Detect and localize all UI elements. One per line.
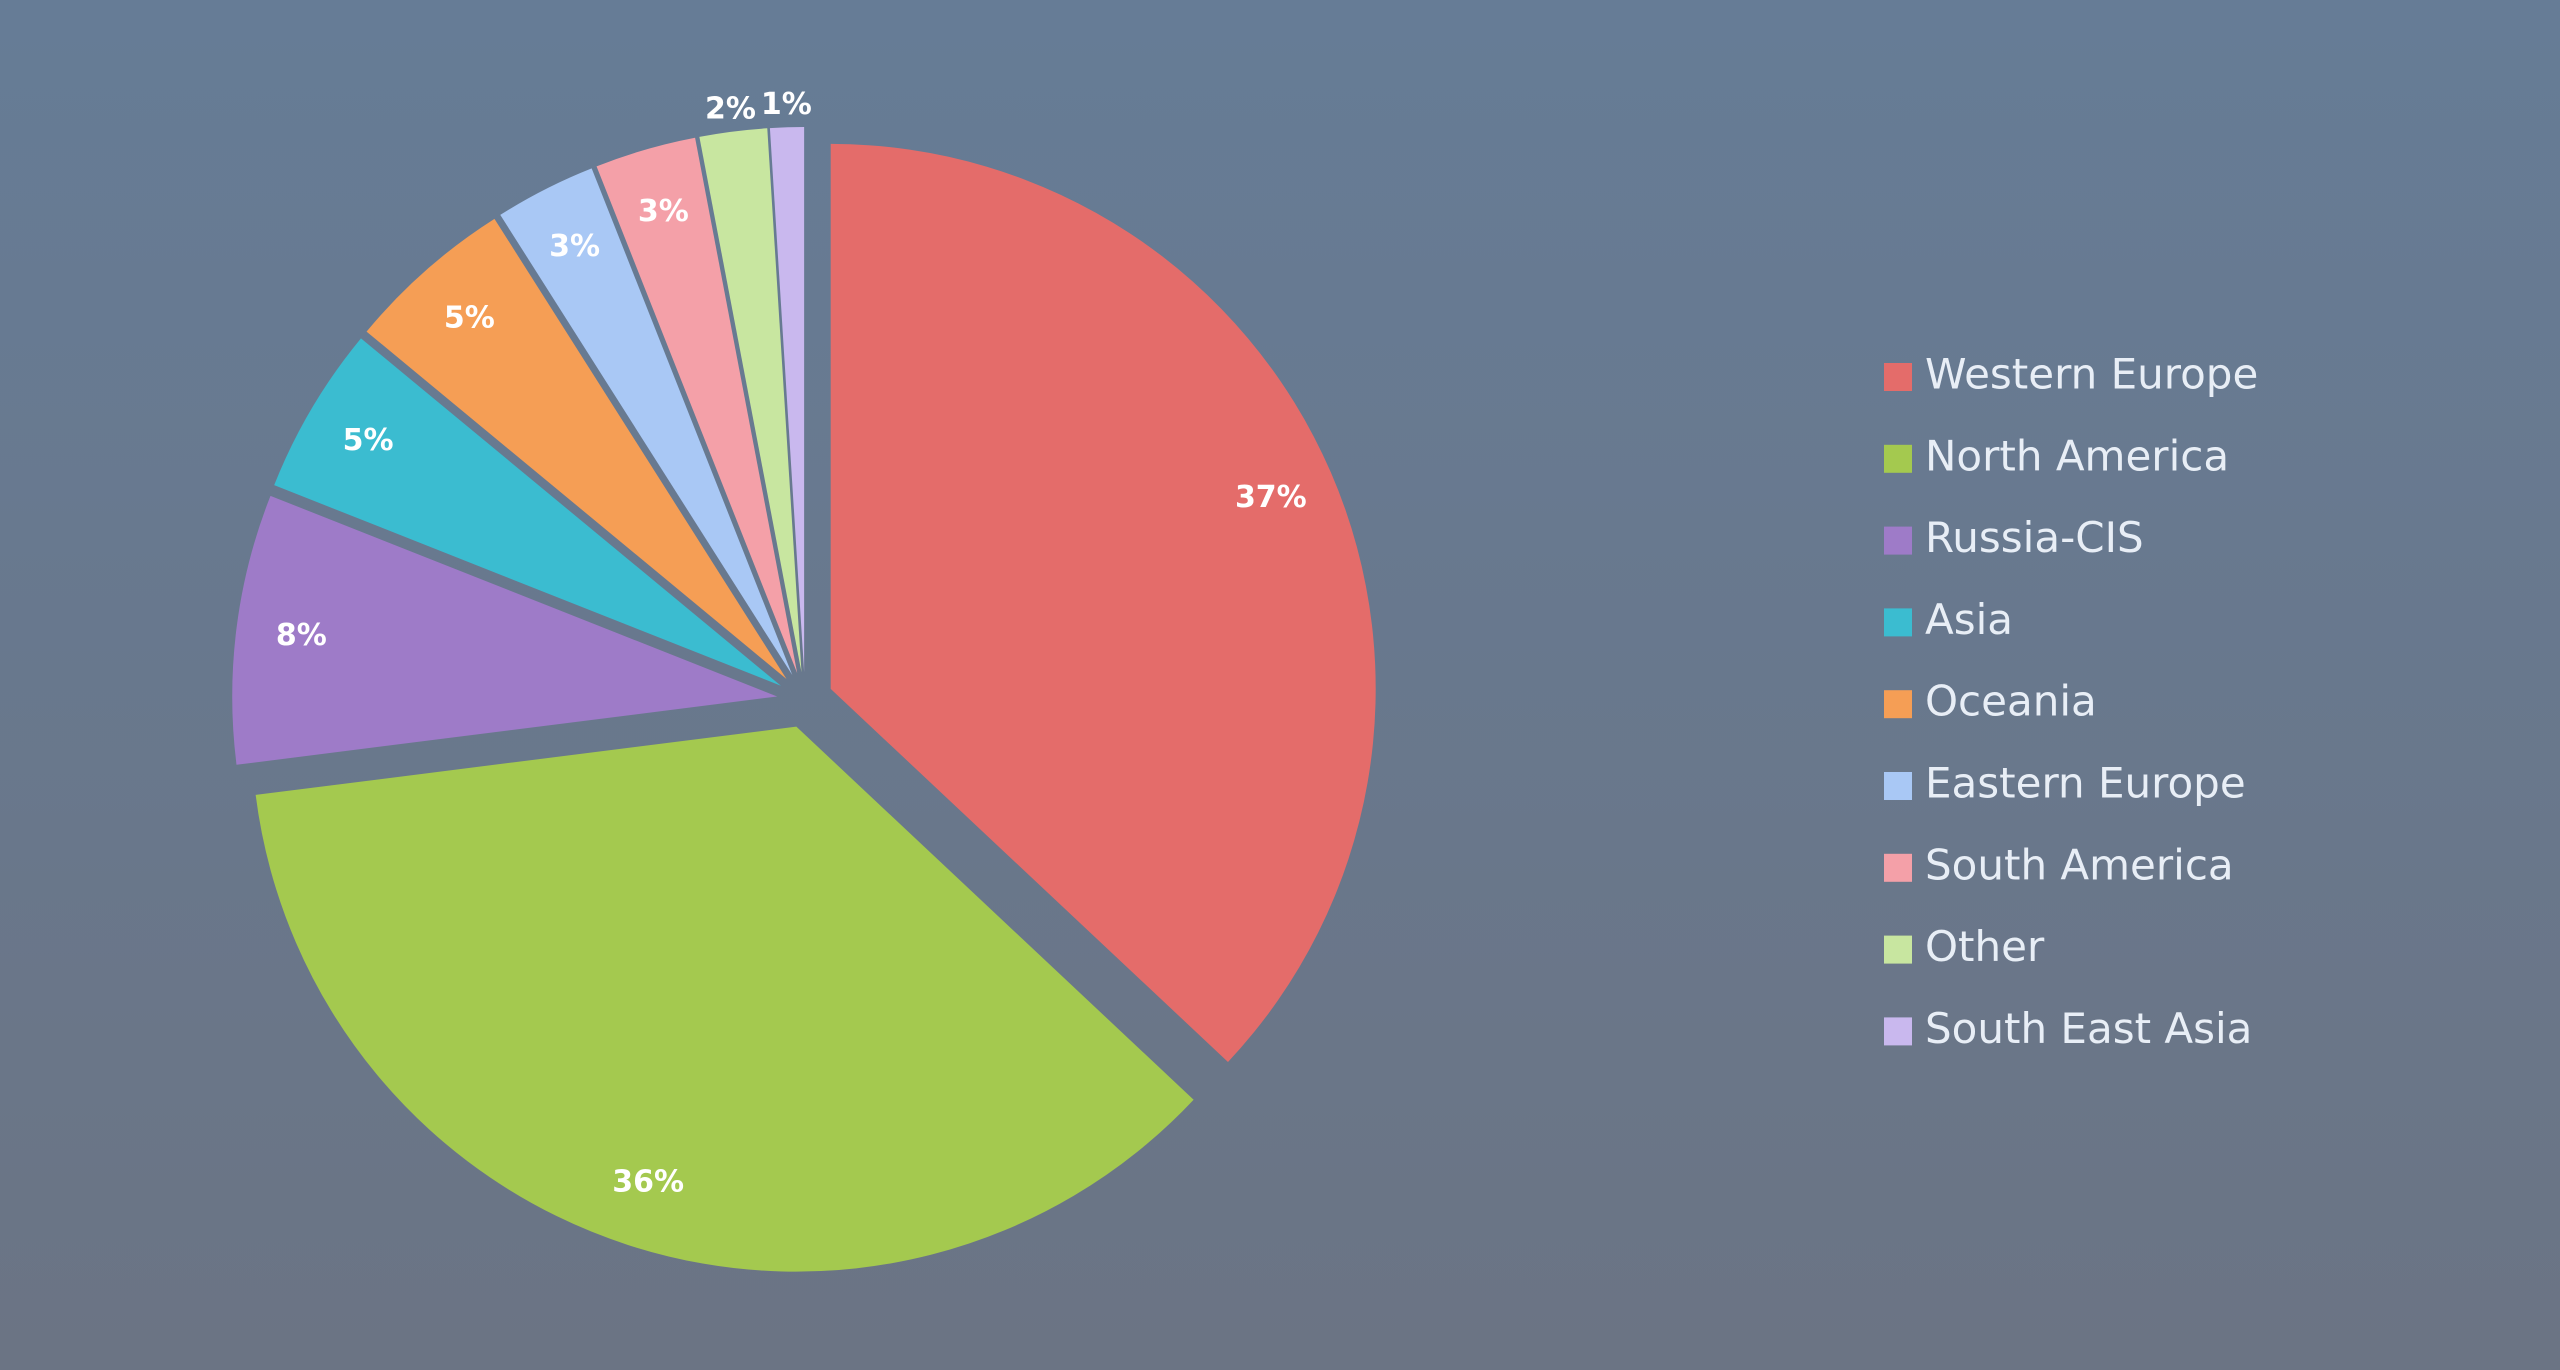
legend-label: Russia-CIS	[1925, 513, 2144, 562]
pie	[232, 127, 1376, 1272]
pie-slice	[366, 218, 787, 679]
legend-swatch	[1884, 444, 1912, 473]
legend-label: North America	[1925, 431, 2229, 480]
legend-swatch	[1884, 853, 1912, 882]
data-labels: 37% 36% 8% 5% 5% 3% 3% 2% 1%	[276, 87, 1307, 1199]
legend-label: South America	[1925, 840, 2234, 889]
data-label: 5%	[444, 301, 495, 336]
pie-slice	[769, 127, 805, 673]
legend-swatch	[1884, 526, 1912, 555]
legend-label: South East Asia	[1925, 1004, 2252, 1053]
pie-slice	[500, 168, 793, 676]
legend-label: Asia	[1925, 595, 2013, 644]
legend-swatch	[1884, 772, 1912, 800]
legend-label: Eastern Europe	[1925, 759, 2246, 808]
pie-slice	[830, 143, 1376, 1062]
legend-swatch	[1884, 1017, 1912, 1046]
data-label: 36%	[612, 1164, 684, 1199]
data-label: 2%	[705, 91, 756, 126]
pie-slice	[255, 726, 1194, 1272]
legend-swatch	[1884, 608, 1912, 637]
legend: Western Europe North America Russia-CIS Asi…	[1884, 350, 2258, 1053]
legend-label: Western Europe	[1925, 350, 2258, 399]
pie-slice	[232, 495, 778, 765]
data-label: 8%	[276, 618, 327, 653]
legend-label: Other	[1925, 922, 2045, 971]
legend-swatch	[1884, 690, 1912, 719]
pie-slice	[274, 338, 781, 686]
pie-slice	[699, 128, 802, 673]
data-label: 5%	[343, 423, 394, 458]
data-label: 3%	[549, 229, 600, 264]
data-label: 1%	[761, 87, 812, 122]
data-label: 37%	[1235, 480, 1307, 515]
legend-swatch	[1884, 363, 1912, 391]
data-label: 3%	[638, 194, 689, 229]
legend-label: Oceania	[1925, 677, 2097, 726]
legend-swatch	[1884, 935, 1912, 964]
pie-slice	[596, 137, 798, 674]
